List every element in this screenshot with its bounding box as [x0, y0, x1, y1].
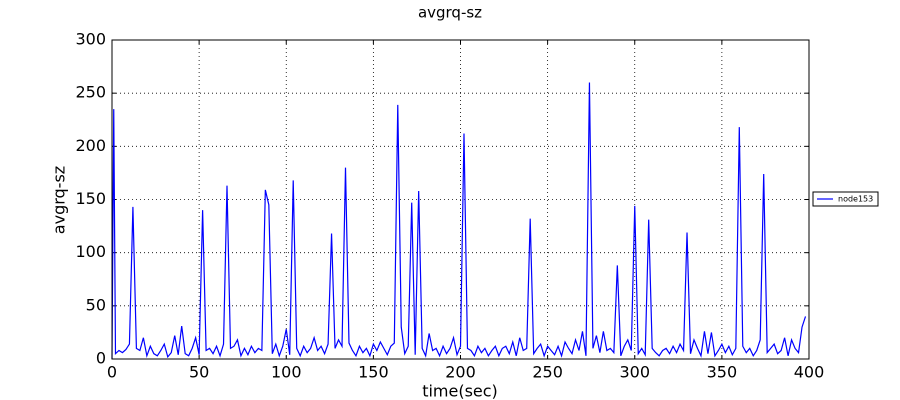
y-tick-label: 100 — [75, 242, 106, 261]
legend-label: node153 — [838, 195, 873, 204]
x-tick-label: 300 — [619, 363, 650, 382]
data-line — [111, 82, 807, 360]
y-tick-label: 250 — [75, 83, 106, 102]
y-tick-label: 0 — [96, 349, 106, 368]
chart-title: avgrq-sz — [418, 4, 482, 22]
x-tick-label: 0 — [107, 363, 117, 382]
y-tick-label: 200 — [75, 136, 106, 155]
y-axis-label: avgrq-sz — [50, 166, 69, 234]
x-tick-label: 200 — [445, 363, 476, 382]
x-tick-label: 400 — [794, 363, 825, 382]
plot-frame — [111, 39, 810, 360]
x-tick-label: 350 — [707, 363, 738, 382]
x-tick-label: 50 — [189, 363, 209, 382]
x-axis-label: time(sec) — [422, 382, 498, 400]
y-tick-label: 150 — [75, 189, 106, 208]
y-tick-label: 300 — [75, 30, 106, 49]
legend-box — [812, 191, 879, 207]
x-tick-label: 250 — [532, 363, 563, 382]
x-tick-label: 150 — [358, 363, 389, 382]
x-tick-label: 100 — [271, 363, 302, 382]
y-tick-label: 50 — [86, 295, 106, 314]
